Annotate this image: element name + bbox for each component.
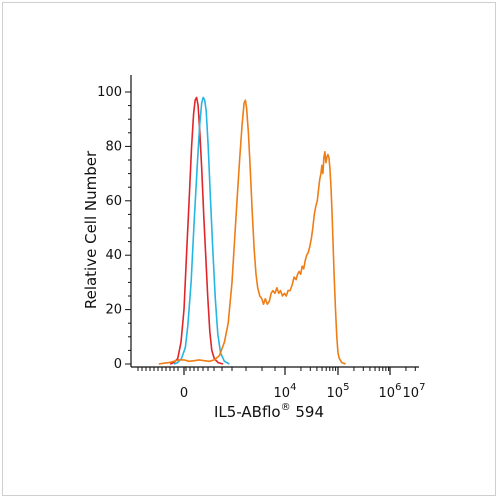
histogram-series-1 bbox=[169, 96, 224, 365]
figure-frame bbox=[2, 2, 496, 496]
y-tick-label: 60 bbox=[105, 194, 122, 209]
y-tick-label: 0 bbox=[114, 357, 122, 372]
plot-marks bbox=[158, 96, 346, 365]
y-tick-label: 40 bbox=[105, 248, 122, 263]
histogram-series-3 bbox=[158, 99, 346, 365]
x-axis-title-tail: 594 bbox=[291, 403, 324, 421]
y-axis-title: Relative Cell Number bbox=[82, 150, 100, 309]
y-tick-label: 20 bbox=[105, 303, 122, 318]
x-axis-title-base: IL5-ABflo bbox=[214, 403, 281, 421]
x-tick-label: 107 bbox=[403, 382, 426, 401]
histogram-series-2 bbox=[173, 96, 230, 365]
x-axis-title: IL5-ABflo® 594 bbox=[214, 402, 324, 421]
x-tick-label: 104 bbox=[274, 382, 297, 401]
x-tick-label: 0 bbox=[180, 386, 188, 401]
x-tick-label: 105 bbox=[327, 382, 350, 401]
axes: 0 20 40 60 80 100 0 104 105 106 107 bbox=[97, 75, 425, 401]
y-tick-label: 100 bbox=[97, 85, 122, 100]
y-tick-label: 80 bbox=[105, 139, 122, 154]
x-tick-label: 106 bbox=[379, 382, 402, 401]
x-axis-title-registered: ® bbox=[281, 402, 291, 413]
